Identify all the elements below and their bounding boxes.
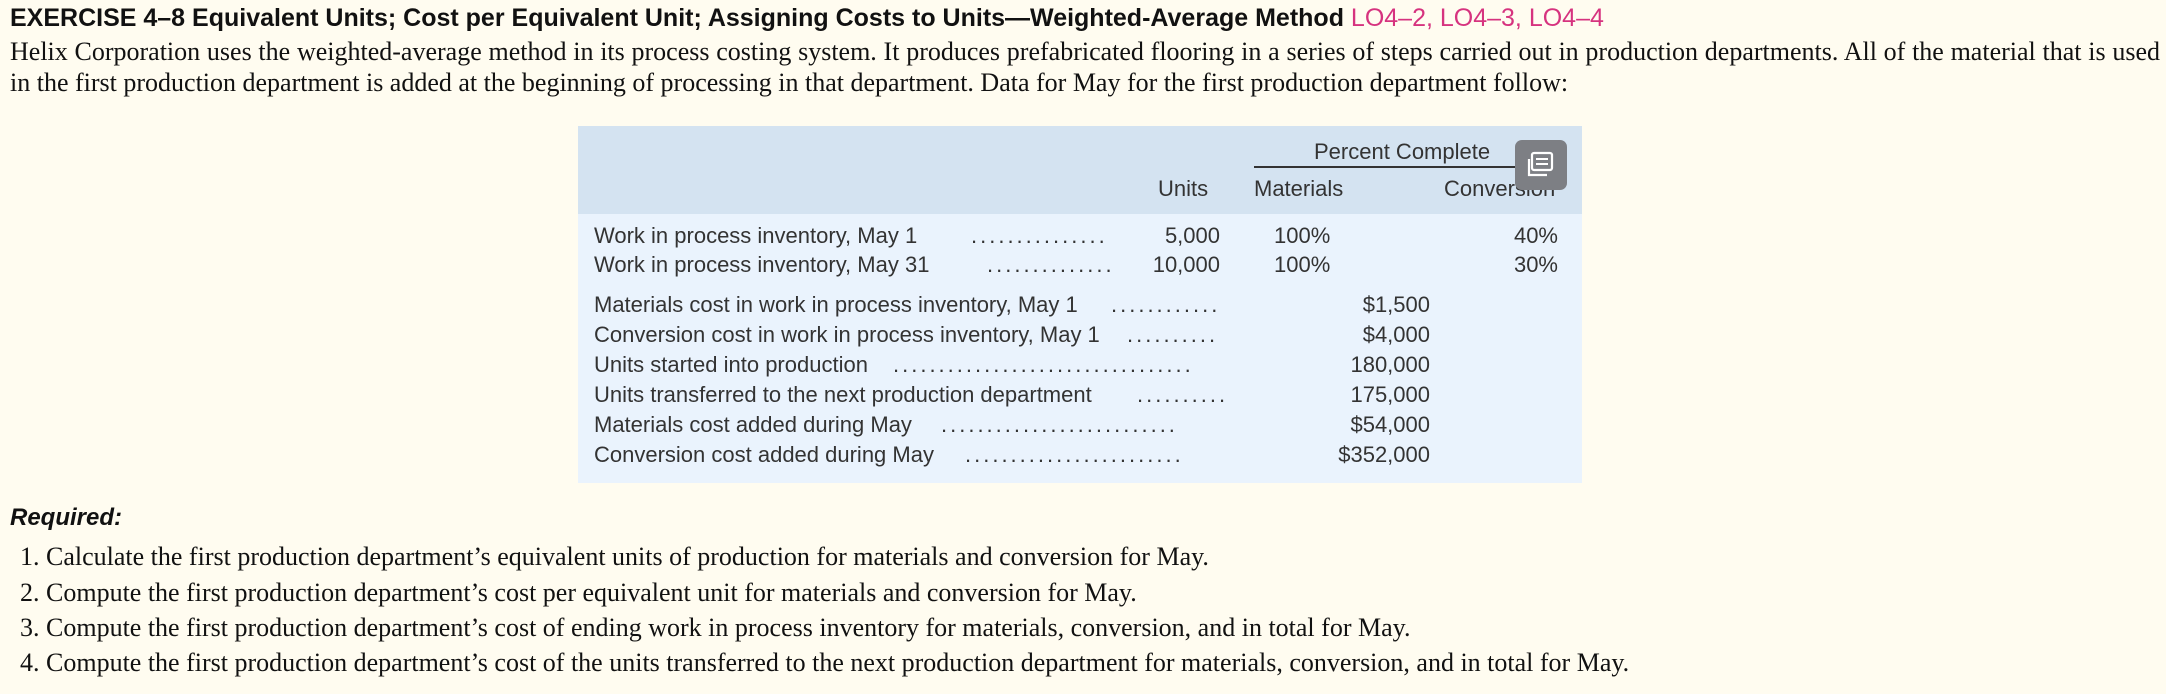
table-row-label: Work in process inventory, May 1 [594,223,918,248]
exercise-intro: Helix Corporation uses the weighted-aver… [10,37,2160,97]
table-cell-materials: 100% [1274,223,1331,248]
copy-icon [1527,151,1554,177]
table-row-label: Units started into production [594,352,868,377]
leader-dots: ............... [971,223,1108,248]
table-cell-value: $54,000 [1350,412,1430,437]
leader-dots: ................................. [893,352,1194,377]
table-cell-value: $4,000 [1362,322,1430,347]
table-cell-value: $352,000 [1338,442,1430,467]
col-units-header: Units [1158,176,1209,201]
table-cell-value: 175,000 [1350,382,1430,407]
leader-dots: ............ [1111,292,1221,317]
table-cell-conversion: 40% [1513,223,1558,248]
leader-dots: .......... [1137,382,1229,407]
table-row-label: Conversion cost in work in process inven… [594,322,1100,347]
required-item: 3. Compute the first production departme… [20,613,1411,642]
leader-dots: .......... [1127,322,1219,347]
leader-dots: .......................... [941,412,1178,437]
learning-objectives-link[interactable]: LO4–2, LO4–3, LO4–4 [1350,4,1604,32]
required-item: 2. Compute the first production departme… [20,578,1137,607]
exercise-heading: EXERCISE 4–8 Equivalent Units; Cost per … [10,4,1344,32]
leader-dots: ........................ [965,442,1184,467]
table-row-label: Units transferred to the next production… [594,382,1092,407]
table-row-label: Work in process inventory, May 31 [594,252,930,277]
header-rule [1254,166,1566,168]
required-item: 4. Compute the first production departme… [20,648,1630,677]
leader-dots: .............. [987,252,1115,277]
table-row-label: Materials cost in work in process invent… [594,292,1078,317]
table-header-band [578,126,1582,214]
table-cell-units: 10,000 [1152,252,1220,277]
table-cell-units: 5,000 [1164,223,1220,248]
table-cell-value: 180,000 [1350,352,1430,377]
required-item: 1. Calculate the first production depart… [20,542,1209,571]
col-materials-header: Materials [1254,176,1344,201]
table-cell-conversion: 30% [1513,252,1558,277]
percent-complete-header: Percent Complete [1314,139,1491,164]
table-row-label: Materials cost added during May [594,412,912,437]
table-cell-materials: 100% [1274,252,1331,277]
exercise-title: EXERCISE 4–8 Equivalent Units; Cost per … [10,4,1604,33]
data-table: Percent Complete Units Materials Convers… [578,126,1582,483]
table-row-label: Conversion cost added during May [594,442,934,467]
table-cell-value: $1,500 [1362,292,1430,317]
required-heading: Required: [10,504,123,531]
copy-button[interactable] [1515,140,1567,190]
